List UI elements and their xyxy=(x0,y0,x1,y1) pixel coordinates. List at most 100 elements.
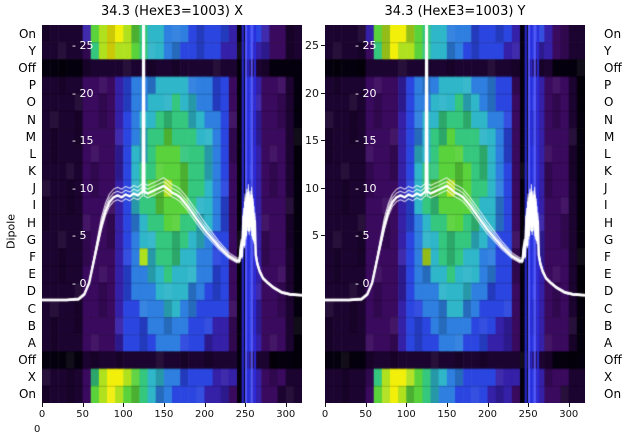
xtick-label: 100 xyxy=(396,409,416,420)
ytick-label-inner: - 15 xyxy=(355,134,377,148)
xtick-label: 150 xyxy=(437,409,457,420)
row-label-right: L xyxy=(604,146,611,161)
xtick-label: 300 xyxy=(559,409,579,420)
row-label-right: Off xyxy=(604,60,622,75)
row-label-right: I xyxy=(604,198,608,213)
row-label-right: A xyxy=(604,335,613,350)
row-label-right: K xyxy=(604,164,612,179)
xtick-mark xyxy=(446,403,448,407)
ytick-label-middle: 20 xyxy=(305,86,319,100)
ytick-label-inner: - 25 xyxy=(72,38,94,52)
row-label-left: On xyxy=(18,387,36,402)
ytick-mark xyxy=(321,140,325,142)
row-label-right: N xyxy=(604,112,613,127)
xtick-mark xyxy=(487,403,489,407)
ytick-mark xyxy=(321,187,325,189)
ytick-label-inner: - 20 xyxy=(72,86,94,100)
xtick-label: 250 xyxy=(235,409,255,420)
xtick-mark xyxy=(406,403,408,407)
row-label-right: D xyxy=(604,284,614,299)
row-label-right: On xyxy=(604,387,622,402)
ytick-label-inner: - 20 xyxy=(355,86,377,100)
ytick-mark xyxy=(321,235,325,237)
xtick-label: 0 xyxy=(38,409,46,420)
xtick-mark xyxy=(325,403,326,407)
row-label-left: On xyxy=(18,26,36,41)
xtick-label: 50 xyxy=(76,409,89,420)
heatmap-panel-x xyxy=(42,25,302,403)
xtick-label: 150 xyxy=(154,409,174,420)
row-label-right: E xyxy=(604,267,612,282)
ytick-label-inner: - 10 xyxy=(355,181,377,195)
row-label-left: D xyxy=(26,284,36,299)
row-label-right: G xyxy=(604,232,614,247)
ytick-label-middle: 25 xyxy=(305,38,319,52)
xtick-label: 200 xyxy=(477,409,498,420)
row-label-left: E xyxy=(28,267,36,282)
xtick-label: 250 xyxy=(518,409,538,420)
xtick-mark xyxy=(204,403,206,407)
xtick-mark xyxy=(163,403,165,407)
ytick-label-middle: 5 xyxy=(312,229,319,243)
xtick-mark xyxy=(245,403,247,407)
row-label-right: X xyxy=(604,370,613,385)
row-label-left: Off xyxy=(18,353,36,368)
row-label-left: G xyxy=(26,232,36,247)
row-label-right: J xyxy=(604,181,608,196)
xtick-label: 50 xyxy=(359,409,372,420)
ytick-label-inner: - 0 xyxy=(72,277,87,291)
row-label-right: C xyxy=(604,301,613,316)
xtick-mark xyxy=(82,403,84,407)
xtick-label: 300 xyxy=(276,409,296,420)
stray-zero-label: 0 xyxy=(34,424,41,435)
ytick-label-inner: - 10 xyxy=(72,181,94,195)
panel-title-x: 34.3 (HexE3=1003) X xyxy=(101,4,243,19)
row-label-right: F xyxy=(604,249,611,264)
ytick-label-middle: 15 xyxy=(305,134,319,148)
xtick-mark xyxy=(285,403,287,407)
xtick-mark xyxy=(568,403,570,407)
row-label-left: X xyxy=(27,370,36,385)
row-label-left: Off xyxy=(18,60,36,75)
row-label-right: B xyxy=(604,318,613,333)
row-label-left: B xyxy=(27,318,36,333)
row-label-right: O xyxy=(604,95,614,110)
row-label-left: P xyxy=(28,78,36,93)
ytick-label-inner: - 0 xyxy=(355,277,370,291)
ytick-label-inner: - 5 xyxy=(72,229,87,243)
heatmap-panel-y xyxy=(325,25,585,403)
ytick-label-inner: - 15 xyxy=(72,134,94,148)
row-label-right: M xyxy=(604,129,615,144)
xtick-mark xyxy=(365,403,367,407)
ytick-label-inner: - 5 xyxy=(355,229,370,243)
row-label-left: M xyxy=(25,129,36,144)
xtick-label: 200 xyxy=(194,409,215,420)
row-label-left: Y xyxy=(28,43,36,58)
xtick-mark xyxy=(123,403,125,407)
row-label-left: I xyxy=(32,198,36,213)
row-label-right: Off xyxy=(604,353,622,368)
xtick-mark xyxy=(528,403,530,407)
xtick-label: 0 xyxy=(321,409,329,420)
row-label-right: P xyxy=(604,78,612,93)
ytick-label-inner: - 25 xyxy=(355,38,377,52)
panel-title-y: 34.3 (HexE3=1003) Y xyxy=(384,4,526,19)
row-label-left: F xyxy=(29,249,36,264)
row-label-right: On xyxy=(604,26,622,41)
ytick-mark xyxy=(321,44,325,46)
row-label-right: H xyxy=(604,215,614,230)
row-label-left: N xyxy=(27,112,36,127)
row-label-left: J xyxy=(32,181,36,196)
row-label-right: Y xyxy=(604,43,612,58)
row-label-left: H xyxy=(26,215,36,230)
xtick-mark xyxy=(42,403,43,407)
xtick-label: 100 xyxy=(113,409,133,420)
row-label-left: L xyxy=(29,146,36,161)
row-label-left: A xyxy=(27,335,36,350)
row-label-left: O xyxy=(26,95,36,110)
row-label-left: K xyxy=(28,164,36,179)
ytick-mark xyxy=(321,92,325,94)
row-label-left: C xyxy=(27,301,36,316)
ytick-label-middle: 10 xyxy=(305,181,319,195)
